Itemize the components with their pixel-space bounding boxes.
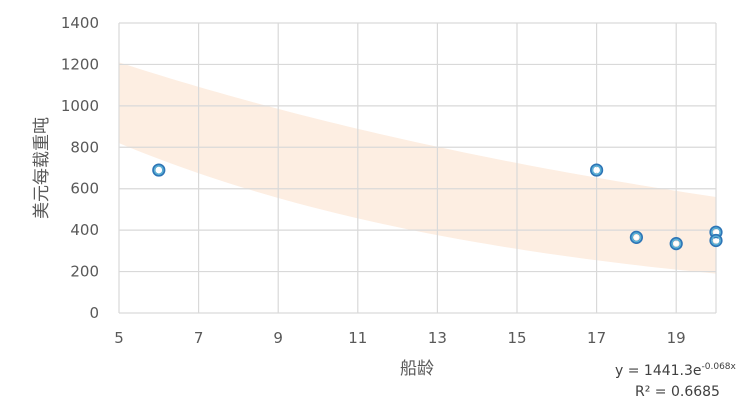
y-tick-label: 800: [70, 138, 99, 156]
data-point: [629, 230, 644, 244]
y-tick-label: 600: [70, 180, 99, 198]
x-tick-label: 11: [348, 329, 367, 347]
r-squared-label: R² = 0.6685: [635, 384, 720, 400]
x-tick-label: 13: [428, 329, 447, 347]
x-tick-label: 17: [587, 329, 606, 347]
trendline-equation-base: y = 1441.3e: [615, 363, 702, 379]
trendline-equation: y = 1441.3e-0.068x: [615, 362, 736, 379]
grid-layer: [118, 22, 717, 314]
x-tick-label: 15: [507, 329, 526, 347]
data-point-highlight: [591, 165, 602, 176]
data-point-center: [673, 241, 679, 247]
data-point: [152, 163, 166, 177]
x-tick-label: 7: [194, 329, 204, 347]
data-point-highlight: [711, 235, 722, 246]
r-squared-value: R² = 0.6685: [635, 384, 720, 400]
trendline-equation-exponent: -0.068x: [701, 362, 736, 372]
confidence-band-layer: [119, 62, 716, 274]
tick-label-layer: 5 7 9 11 13 15 17 19 0 200 400 600 800 1000 1200 1400: [61, 14, 686, 347]
data-point: [669, 237, 683, 251]
trendline-confidence-band: [119, 62, 716, 274]
x-tick-label: 9: [273, 329, 283, 347]
data-point: [709, 233, 723, 248]
y-tick-label: 200: [70, 263, 99, 281]
y-tick-label: 1000: [61, 97, 99, 115]
y-tick-label: 0: [89, 304, 99, 322]
data-point-center: [156, 167, 162, 173]
data-point-highlight: [153, 165, 164, 176]
x-tick-label: 19: [667, 329, 686, 347]
y-tick-label: 1400: [61, 14, 99, 32]
point-layer: [152, 163, 723, 251]
data-point-center: [594, 167, 599, 173]
y-tick-label: 400: [70, 221, 99, 239]
x-axis-title: 船龄: [400, 359, 434, 379]
y-axis-title: 美元每载重吨: [32, 117, 52, 219]
data-point: [589, 163, 604, 177]
data-point-center: [634, 234, 639, 240]
x-tick-label: 5: [114, 329, 124, 347]
data-point-highlight: [631, 232, 642, 243]
y-tick-label: 1200: [61, 55, 99, 73]
data-point-center: [713, 238, 719, 243]
data-point-highlight: [671, 238, 682, 249]
data-point-center: [713, 229, 719, 235]
